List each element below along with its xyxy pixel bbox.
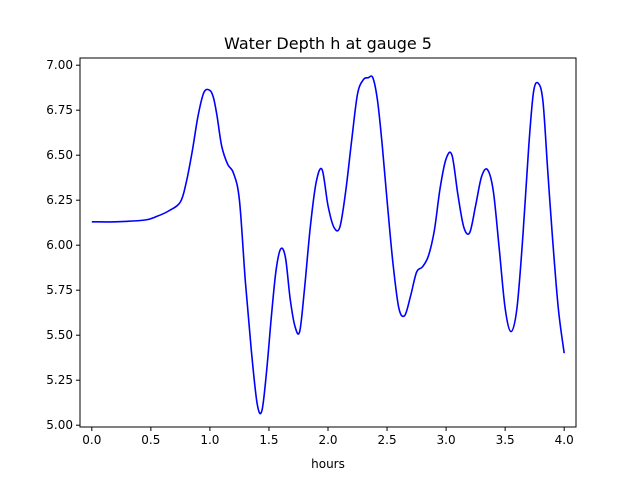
x-tick-label: 3.0 [437,433,456,447]
axes-frame [79,57,577,428]
plot-area [91,75,565,415]
x-tick-label: 0.0 [82,433,101,447]
x-tick-label: 0.5 [141,433,160,447]
x-tick-label: 4.0 [555,433,574,447]
x-tick-label: 3.5 [496,433,515,447]
x-tick-label: 1.0 [200,433,219,447]
y-tick-label: 5.75 [46,283,73,297]
x-tick-label: 2.0 [318,433,337,447]
y-tick-label: 7.00 [46,58,73,72]
chart-title: Water Depth h at gauge 5 [224,34,432,53]
y-axis-ticks: 5.00 5.25 5.50 5.75 6.00 6.25 6.50 6.75 7.00 [46,58,80,432]
x-tick-label: 1.5 [259,433,278,447]
y-tick-label: 5.50 [46,328,73,342]
y-tick-label: 6.50 [46,148,73,162]
y-tick-label: 5.25 [46,373,73,387]
x-axis-label: hours [311,457,345,471]
y-tick-label: 6.00 [46,238,73,252]
x-tick-label: 2.5 [378,433,397,447]
x-axis-ticks: 0.0 0.5 1.0 1.5 2.0 2.5 3.0 3.5 4.0 [82,427,574,447]
series-line-1 [91,75,565,415]
y-tick-label: 5.00 [46,418,73,432]
y-tick-label: 6.75 [46,103,73,117]
y-tick-label: 6.25 [46,193,73,207]
